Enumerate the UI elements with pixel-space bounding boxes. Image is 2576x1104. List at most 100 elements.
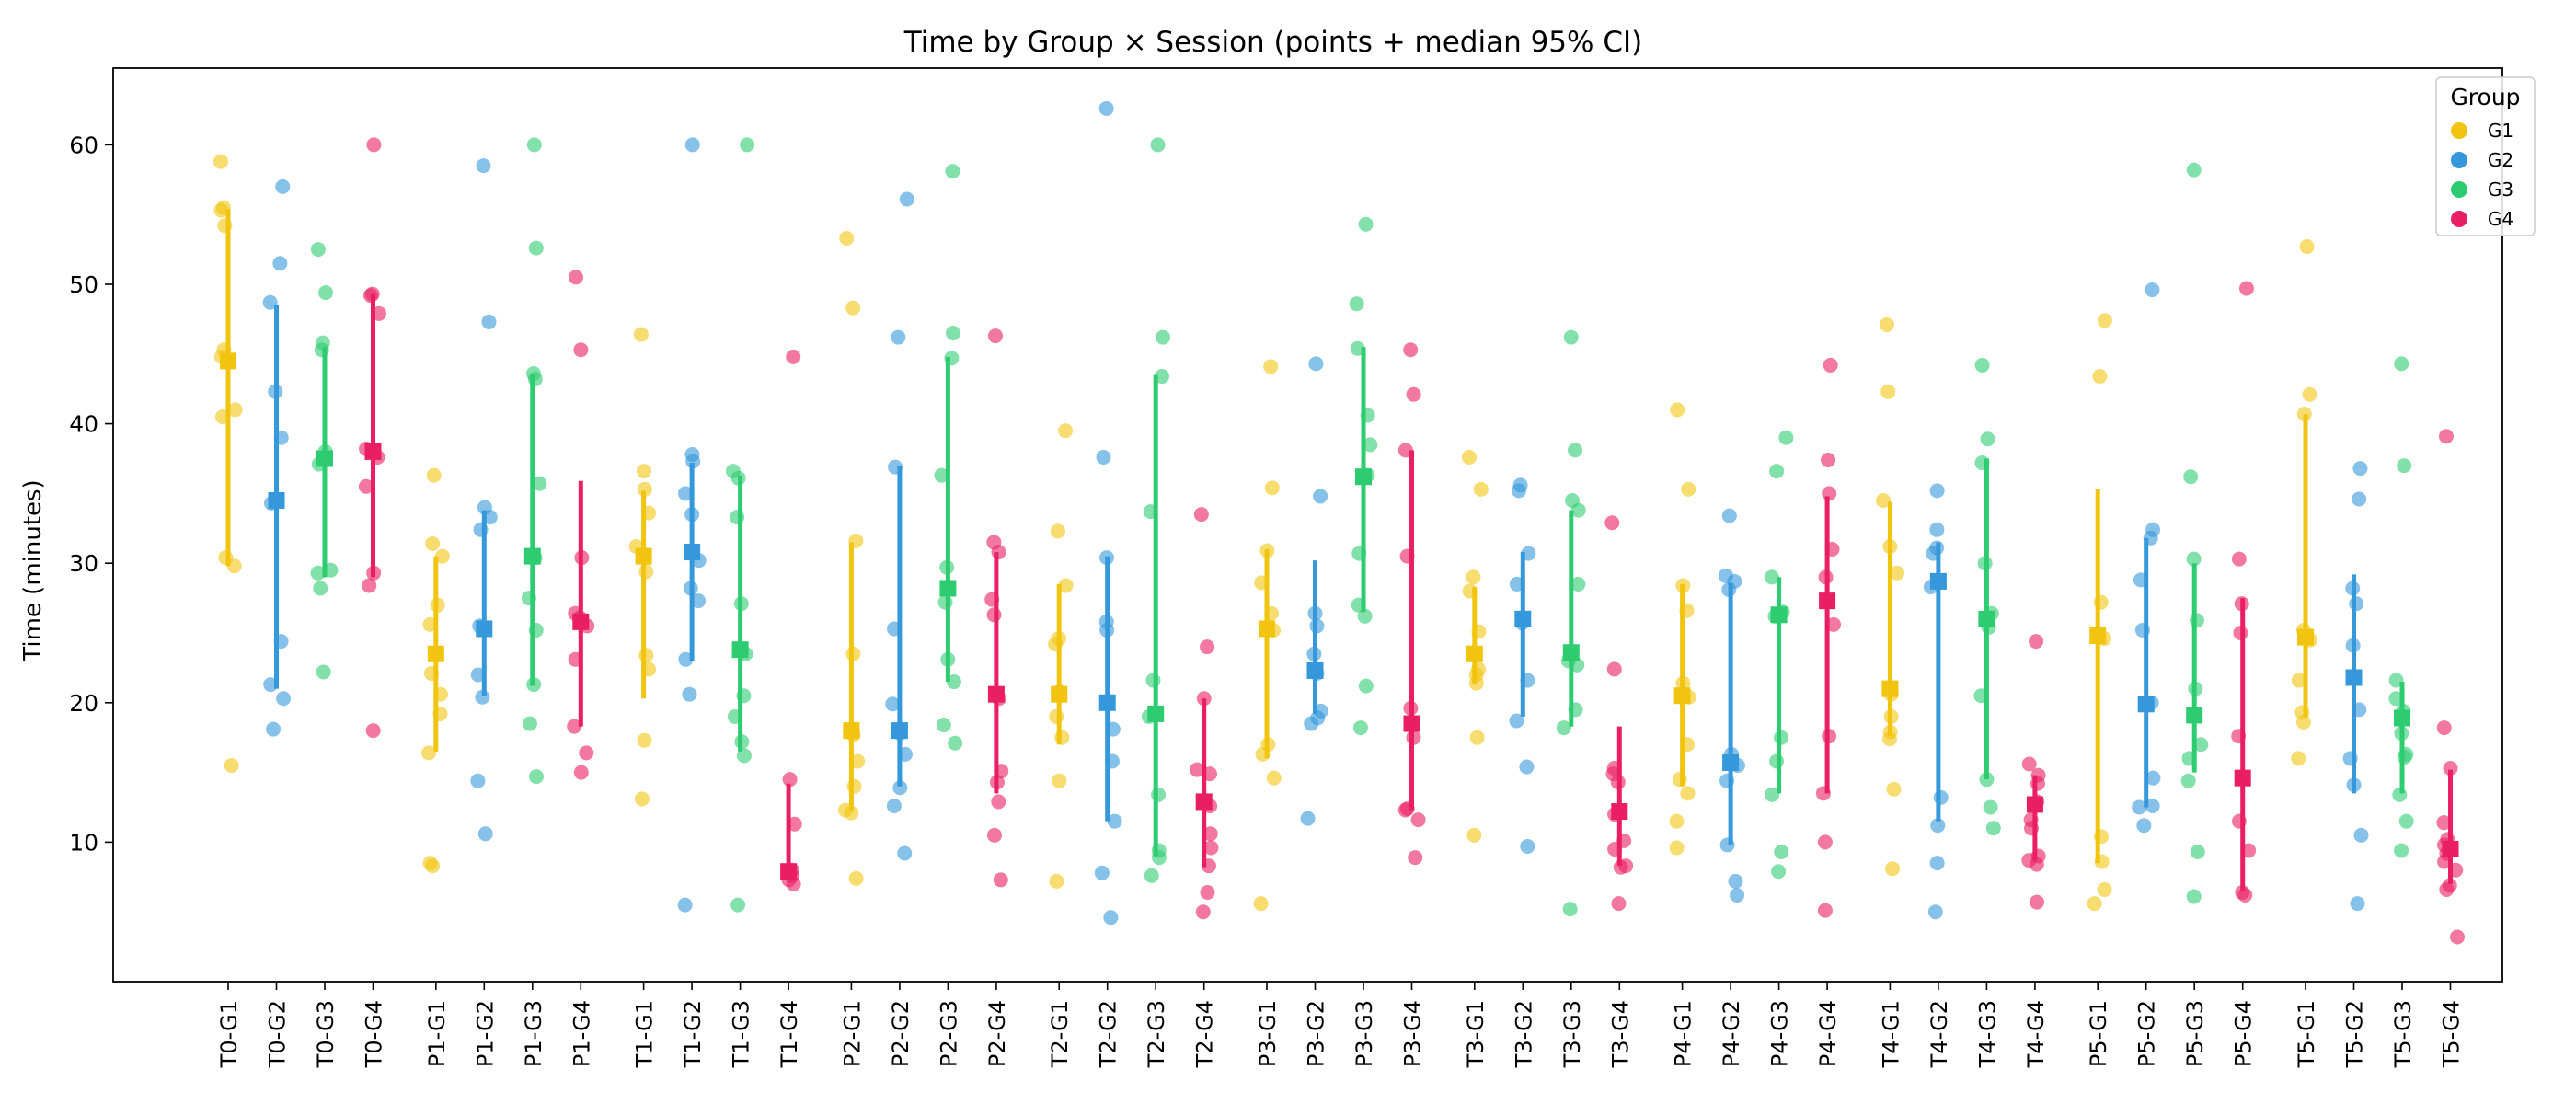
category-T3-G1 <box>1461 449 1489 843</box>
data-point <box>2397 458 2412 474</box>
category-P3-G2 <box>1300 356 1328 826</box>
data-point <box>1817 834 1833 850</box>
data-point <box>1604 515 1620 531</box>
category-P3-G3 <box>1349 216 1378 736</box>
data-point <box>637 732 652 748</box>
data-point <box>1880 384 1896 399</box>
median-marker <box>2137 696 2155 713</box>
data-point <box>1358 216 1374 232</box>
data-point <box>1680 786 1696 801</box>
x-tick-label: P3-G3 <box>1351 1000 1377 1067</box>
category-P5-G1 <box>2087 313 2112 912</box>
data-point <box>1466 569 1481 585</box>
data-point <box>1929 522 1945 537</box>
data-point <box>2021 756 2037 772</box>
category-P2-G3 <box>934 164 963 751</box>
x-tick-label: T1-G3 <box>729 1000 754 1068</box>
data-point <box>937 594 953 610</box>
data-point <box>2398 813 2414 829</box>
x-tick-label: P2-G4 <box>984 1000 1010 1067</box>
category-T5-G3 <box>2388 356 2414 858</box>
category-T1-G4 <box>780 349 802 891</box>
data-point <box>1363 437 1378 453</box>
data-point <box>2092 369 2108 385</box>
data-point <box>1881 731 1897 747</box>
median-marker <box>891 722 908 740</box>
data-point <box>310 242 326 258</box>
data-point <box>2145 798 2160 813</box>
data-point <box>736 748 752 764</box>
data-point <box>1190 762 1205 777</box>
category-P1-G1 <box>421 467 450 874</box>
data-point <box>1765 787 1780 802</box>
data-point <box>2193 737 2209 753</box>
data-point <box>1823 357 1838 373</box>
x-tick-label: P2-G2 <box>888 1000 914 1067</box>
data-point <box>2145 282 2160 298</box>
data-point <box>1403 342 1419 358</box>
data-point <box>528 240 544 256</box>
data-point <box>1300 811 1316 826</box>
median-marker <box>939 580 957 597</box>
data-point <box>1817 903 1833 918</box>
median-marker <box>1355 468 1372 486</box>
data-point <box>991 794 1006 810</box>
data-point <box>786 349 801 364</box>
data-point <box>2443 761 2458 776</box>
x-tick-label: P3-G2 <box>1304 1000 1329 1067</box>
data-point <box>2132 799 2147 815</box>
data-point <box>1155 369 1170 385</box>
data-point <box>2097 313 2112 328</box>
data-point <box>839 230 855 246</box>
data-point <box>1879 316 1894 332</box>
data-point <box>266 721 282 737</box>
data-point <box>1058 578 1074 593</box>
data-point <box>1669 840 1685 856</box>
data-point <box>482 510 498 525</box>
data-point <box>2190 845 2205 860</box>
data-point <box>1930 818 1946 834</box>
legend: Group G1 G2 G3 G4 <box>2435 76 2536 236</box>
median-marker <box>1673 687 1691 705</box>
category-P1-G2 <box>470 158 498 842</box>
data-point <box>1410 812 1426 828</box>
data-point <box>1150 137 1166 153</box>
category-T4-G4 <box>2021 634 2046 910</box>
data-point <box>1769 464 1785 479</box>
data-point <box>1927 904 1943 920</box>
data-point <box>1473 481 1489 497</box>
data-point <box>1570 576 1586 592</box>
y-tick-label: 50 <box>69 271 98 298</box>
median-marker <box>1466 645 1483 662</box>
legend-label-G2: G2 <box>2488 149 2513 171</box>
data-point <box>213 154 228 169</box>
data-point <box>1202 826 1218 842</box>
category-P4-G3 <box>1764 430 1794 880</box>
data-point <box>2439 881 2455 897</box>
data-point <box>1304 716 1319 731</box>
median-marker <box>1562 644 1580 661</box>
data-point <box>1778 430 1794 445</box>
data-point <box>2238 281 2254 296</box>
data-point <box>1098 100 1114 116</box>
data-point <box>2436 720 2452 736</box>
median-marker <box>316 450 333 467</box>
x-tick-label: T4-G4 <box>2023 1000 2049 1068</box>
x-tick-label: T1-G2 <box>680 1000 706 1068</box>
data-point <box>1774 845 1789 860</box>
data-point <box>532 476 547 491</box>
data-point <box>1144 868 1159 883</box>
data-point <box>2087 896 2102 912</box>
data-point <box>1049 873 1064 889</box>
data-point <box>844 805 859 821</box>
category-T0-G4 <box>358 137 386 739</box>
data-point <box>848 870 864 886</box>
data-point <box>1461 449 1477 465</box>
data-point <box>310 565 326 581</box>
chart-title: Time by Group × Session (points + median… <box>903 26 1642 59</box>
data-point <box>1155 329 1170 345</box>
data-point <box>730 897 746 913</box>
median-marker <box>684 544 701 561</box>
data-point <box>948 735 963 751</box>
legend-title: Group <box>2450 84 2520 110</box>
